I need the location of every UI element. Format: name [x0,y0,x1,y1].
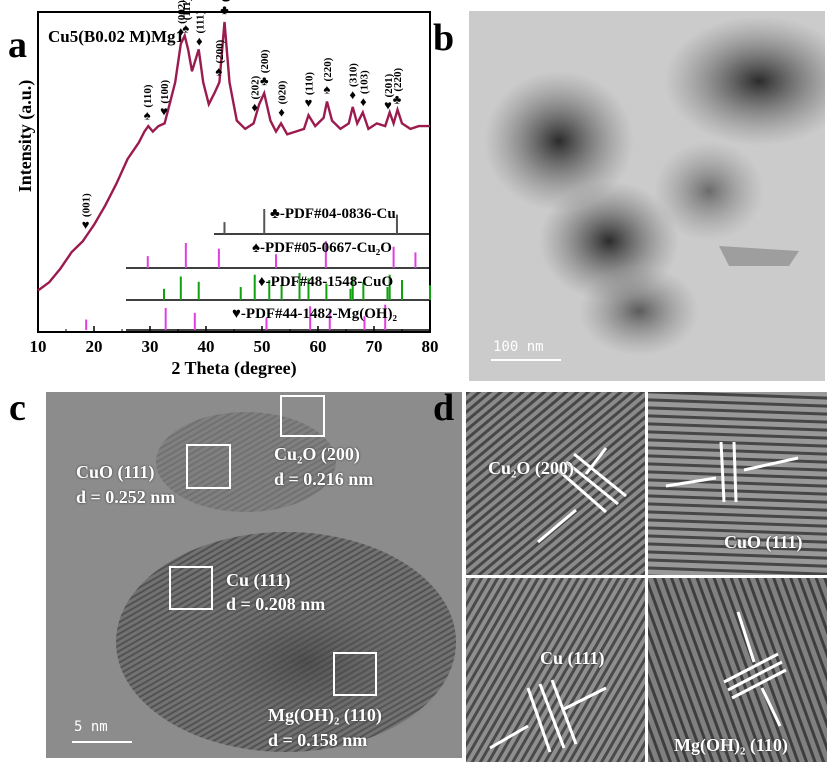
peak-symbol: ♣ [393,92,402,107]
x-tick-label: 30 [142,337,159,356]
reference-label: ♠-PDF#05-0667-Cu₂O [252,240,392,256]
scale-bar [491,359,561,361]
peak-symbol: ♠ [144,108,151,123]
peak-label: (100) [159,79,171,103]
panel-letter-c: c [9,387,26,429]
peak-label: (110) [142,84,154,108]
peak-label: (111) [194,11,206,34]
reference-label: ♣-PDF#04-0836-Cu [270,206,396,222]
roi-box [169,566,213,610]
y-axis-label: Intensity (a.u.) [15,80,36,193]
peak-label: (310) [348,63,360,87]
peak-symbol: ♠ [324,81,331,96]
peak-label: (220) [322,57,334,81]
peak-symbol: ♠ [215,63,222,78]
peak-symbol: ♦ [278,104,285,119]
peak-symbol: ♥ [82,217,90,232]
label-cuo-d: d = 0.252 nm [76,487,176,507]
peak-symbol: ♥ [160,104,168,119]
peak-label: (202) [250,75,262,99]
peak-symbol: ♠ [182,20,189,35]
peak-label: (110) [303,72,315,96]
x-tick-label: 80 [422,337,439,356]
peak-label: (001) [81,193,93,217]
label-d-cuo: CuO (111) [724,532,803,552]
label-cu-d: d = 0.208 nm [226,594,326,614]
panel-letter-b: b [433,17,455,59]
label-cu2o-d: d = 0.216 nm [274,469,374,489]
peak-label: (201) [383,73,395,97]
label-d-mgoh: Mg(OH)₂ (110) [674,735,788,755]
label-cuo: CuO (111) [76,462,155,482]
x-tick-label: 50 [254,337,271,356]
reference-label: ♥-PDF#44-1482-Mg(OH)₂ [232,306,398,322]
x-tick-label: 60 [310,337,327,356]
peak-symbol: ♦ [360,94,367,109]
peak-label: (103) [358,70,370,94]
x-tick-label: 10 [30,337,47,356]
peak-symbol: ♥ [384,98,392,113]
scale-bar [72,741,132,743]
peak-label: (111) [219,0,231,2]
scale-label-c: 5 nm [74,719,108,735]
peak-label: (020) [277,80,289,104]
x-tick-label: 70 [366,337,383,356]
panel-letter-a: a [8,24,27,66]
label-cu2o: Cu₂O (200) [274,444,360,464]
chart-title: Cu5(B0.02 M)Mg1 [48,27,184,46]
roi-box [333,652,377,696]
panel-letter-d: d [433,387,455,429]
peak-label: (111) [181,0,193,20]
peak-label: (200) [214,39,226,63]
peak-symbol: ♣ [220,2,229,17]
peak-symbol: ♦ [196,34,203,49]
tem-image-d: Cu₂O (200) CuO (111) Cu (111) Mg(OH)₂ (1… [466,392,827,762]
label-d-cu: Cu (111) [540,648,605,668]
peak-symbol: ♦ [349,87,356,102]
peak-symbol: ♣ [260,73,269,88]
peak-label: (002) [176,0,188,24]
x-tick-label: 40 [198,337,215,356]
x-axis-label: 2 Theta (degree) [171,358,296,379]
peak-symbol: ♦ [251,100,258,115]
peak-label: (200) [259,49,271,73]
roi-box [186,444,231,489]
tem-image-c: CuO (111) d = 0.252 nm Cu₂O (200) d = 0.… [46,392,462,758]
label-mgoh: Mg(OH)₂ (110) [268,705,382,725]
series-line [37,21,430,292]
tem-image-b: 100 nm [469,11,825,381]
x-tick-label: 20 [86,337,103,356]
peak-label: (220) [392,67,404,91]
peak-symbol: ♦ [177,24,184,39]
scale-label-b: 100 nm [493,339,544,355]
peak-symbol: ♥ [305,95,313,110]
label-mgoh-d: d = 0.158 nm [268,730,368,750]
label-cu: Cu (111) [226,570,291,590]
reference-label: ♦-PDF#48-1548-CuO [258,274,393,290]
roi-box [280,395,325,437]
label-d-cu2o: Cu₂O (200) [488,458,574,478]
